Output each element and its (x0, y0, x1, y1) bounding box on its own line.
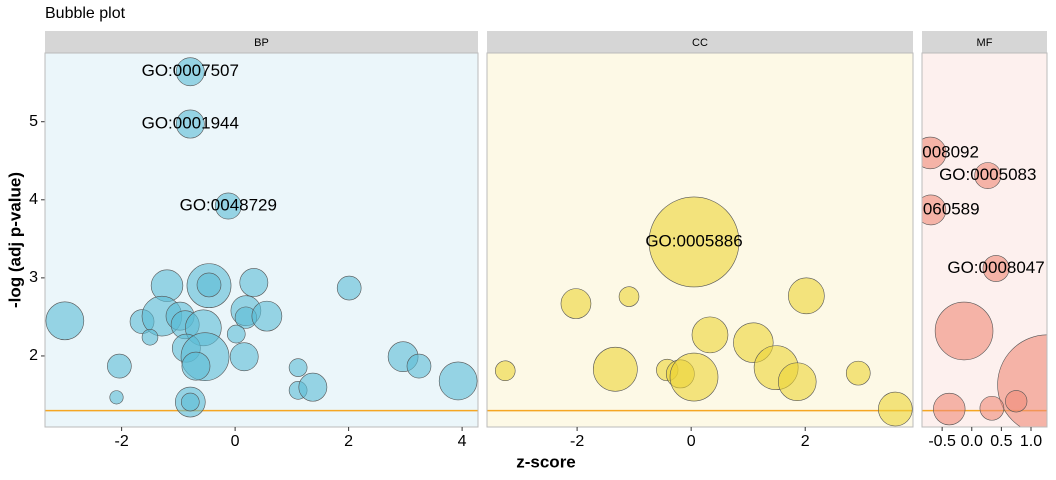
bubble (922, 136, 947, 170)
bubble (45, 301, 85, 341)
y-axis-label: -log (adj p-value) (5, 172, 24, 308)
bubble (592, 346, 638, 392)
bubble (982, 255, 1010, 282)
panel: GO:0007507 GO:0001944 GO:0048729 (45, 57, 478, 418)
bubble (669, 352, 719, 402)
x-tick-label: -2 (114, 433, 128, 450)
bubble-label: GO:0008047 (947, 258, 1044, 277)
bubble (107, 353, 132, 379)
strip (922, 31, 1047, 53)
panel-border (486, 52, 914, 428)
panel: GO:0008092 GO:0005083 GO:0060589 GO:0008047 (882, 136, 1047, 427)
bubble (494, 360, 516, 382)
y-tick-label: 3 (29, 269, 38, 286)
bubble (560, 288, 592, 319)
strip-label: CC (692, 37, 708, 49)
strip-label: BP (254, 37, 269, 49)
x-tick-label: 1.0 (1020, 433, 1042, 450)
y-tick-label: 5 (29, 113, 38, 130)
bubble-label: GO:0001944 (142, 114, 239, 133)
x-tick-label: 0 (687, 433, 696, 450)
bubble (845, 360, 871, 386)
panel: GO:0005886 (487, 196, 913, 427)
bubble (934, 301, 994, 361)
bubble (109, 390, 124, 405)
bubble (180, 392, 200, 412)
x-tick-label: 0.5 (990, 433, 1012, 450)
bubble (618, 286, 640, 307)
bubble (251, 300, 283, 332)
bubble (229, 342, 259, 372)
panel-border (44, 52, 479, 428)
bubble (691, 316, 729, 354)
x-tick-label: 0 (231, 433, 240, 450)
bubble-label: GO:0048729 (180, 196, 277, 215)
chart-title: Bubble plot (45, 5, 126, 22)
bubble (933, 392, 966, 426)
bubble (175, 57, 205, 87)
bubble (141, 328, 159, 346)
panel-border (921, 52, 1048, 428)
x-tick-label: 2 (344, 433, 353, 450)
x-tick-label: 4 (458, 433, 467, 450)
bubble (1005, 390, 1028, 413)
x-tick-label: 0.0 (961, 433, 983, 450)
x-tick-label: 2 (801, 433, 810, 450)
bubble (181, 351, 211, 381)
strip (487, 31, 913, 53)
bubble-label: GO:0060589 (882, 199, 979, 218)
bubble (226, 324, 246, 344)
bubble (336, 275, 362, 301)
bubble-label: GO:0005083 (939, 165, 1036, 184)
bubble (878, 391, 913, 427)
strip (45, 31, 478, 53)
y-tick-label: 4 (29, 191, 38, 208)
bubble (175, 109, 205, 139)
bubble (777, 362, 817, 401)
x-axis-label: z-score (516, 452, 576, 471)
bubble (214, 192, 242, 220)
y-tick-label: 2 (29, 347, 38, 364)
x-tick-label: -2 (570, 433, 584, 450)
bubble-label: GO:0007507 (142, 61, 239, 80)
x-tick-label: -0.5 (928, 433, 956, 450)
bubble (788, 277, 825, 315)
bubble (648, 196, 740, 288)
bubble-label: GO:0008092 (882, 142, 979, 161)
bubble (288, 358, 308, 377)
bubble (196, 272, 222, 298)
bubble (239, 268, 269, 297)
strip-label: MF (977, 37, 993, 49)
bubble (406, 353, 432, 379)
bubble (438, 361, 478, 401)
bubble-label: GO:0005886 (645, 231, 742, 250)
bubble (298, 372, 328, 402)
bubble (979, 395, 1005, 421)
bubble (974, 162, 1002, 189)
bubble (922, 194, 947, 226)
